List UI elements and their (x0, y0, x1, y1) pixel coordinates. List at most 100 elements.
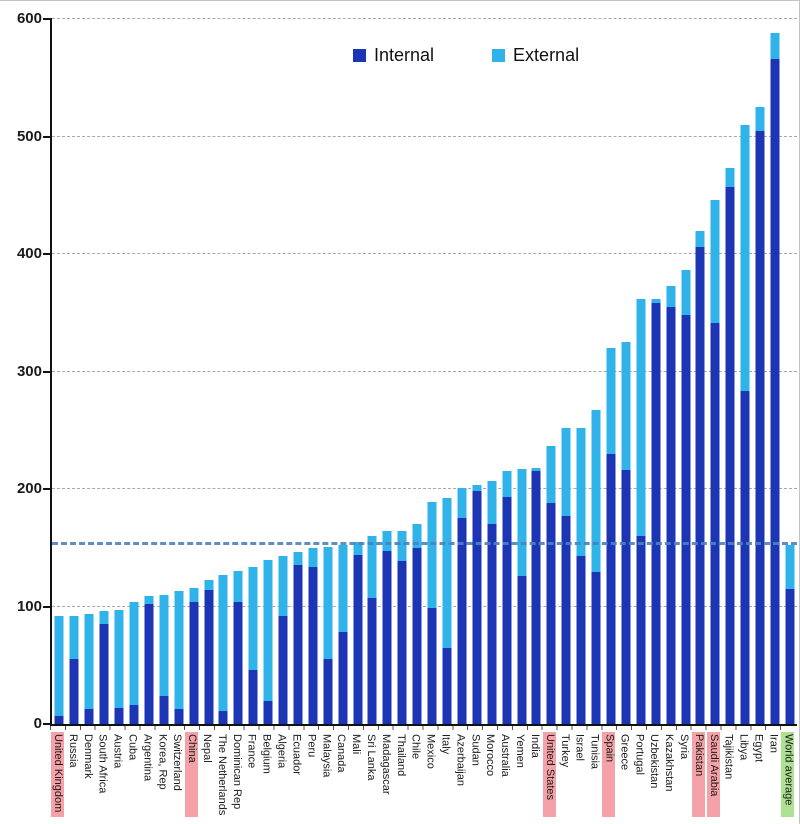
bar-syria (681, 270, 691, 724)
bar-algeria (278, 555, 288, 724)
x-label-slot: Cuba (125, 732, 140, 817)
bar-slot (782, 19, 797, 724)
bar-chile (412, 524, 422, 724)
x-label-slot: Korea, Rep (154, 732, 169, 817)
x-label-slot: Iran (766, 732, 781, 817)
external-segment (114, 610, 124, 708)
bar-slot (618, 19, 633, 724)
external-segment (174, 591, 184, 709)
external-segment (412, 524, 422, 548)
internal-segment (606, 453, 616, 724)
external-segment (323, 546, 333, 660)
bar-slot (305, 19, 320, 724)
internal-segment (740, 391, 750, 724)
x-label-slot: Madagascar (378, 732, 393, 817)
bar-slot (425, 19, 440, 724)
bar-pakistan (695, 230, 705, 724)
internal-segment (99, 624, 109, 724)
external-segment (233, 571, 243, 602)
x-label-slot: Mexico (423, 732, 438, 817)
y-axis-label-300: 300 (16, 362, 42, 380)
x-axis-label-argentina: Argentina (141, 734, 154, 782)
x-label-slot: Belgium (259, 732, 274, 817)
internal-segment (651, 303, 661, 724)
bar-slot (380, 19, 395, 724)
x-axis-label-belgium: Belgium (260, 734, 273, 774)
y-tick-300 (43, 370, 52, 373)
bar-slot (648, 19, 663, 724)
bar-slot (499, 19, 514, 724)
x-axis-label-iran: Iran (767, 734, 780, 753)
bar-saudi-arabia (710, 199, 720, 724)
bar-cuba (129, 601, 139, 724)
x-axis-label-chile: Chile (409, 734, 422, 760)
bar-turkey (561, 427, 571, 724)
x-label-slot: United States (542, 732, 557, 818)
x-axis-label-turkey: Turkey (558, 734, 571, 768)
internal-segment (204, 590, 214, 724)
bar-slot (738, 19, 753, 724)
x-axis-label-ecuador: Ecuador (290, 734, 303, 775)
gridline-400 (52, 253, 797, 254)
x-axis-label-world-average: World average (781, 732, 795, 818)
gridline-600 (52, 18, 797, 19)
x-label-slot: Egypt (751, 732, 766, 817)
bar-malaysia (323, 546, 333, 724)
x-axis-label-austria: Austria (111, 734, 124, 769)
bar-slot (291, 19, 306, 724)
bar-portugal (636, 298, 646, 724)
x-axis-label-algeria: Algeria (275, 734, 288, 769)
internal-segment (159, 695, 169, 724)
internal-segment (472, 491, 482, 724)
x-label-slot: South Africa (95, 732, 110, 817)
x-label-slot: Libya (736, 732, 751, 817)
bar-azerbaijan (457, 487, 467, 724)
x-label-slot: Tajikistan (721, 732, 736, 817)
x-label-slot: Chile (408, 732, 423, 817)
bar-slot (246, 19, 261, 724)
x-label-slot: Morocco (482, 732, 497, 817)
world-average-line (52, 542, 797, 546)
external-segment (367, 536, 377, 599)
x-label-slot: Syria (676, 732, 691, 817)
external-segment (129, 601, 139, 706)
x-axis-label-the-netherlands: The Netherlands (215, 734, 228, 816)
bar-slot (97, 19, 112, 724)
x-axis-label-malaysia: Malaysia (320, 734, 333, 778)
x-axis-label-azerbaijan: Azerbaijan (454, 734, 467, 786)
internal-segment (576, 555, 586, 724)
bar-slot (156, 19, 171, 724)
internal-segment (591, 572, 601, 724)
internal-segment (666, 306, 676, 724)
internal-segment (427, 607, 437, 724)
x-axis-label-france: France (245, 734, 258, 769)
bar-slot (410, 19, 425, 724)
plot-area (43, 18, 797, 726)
bar-morocco (487, 480, 497, 724)
external-segment (546, 445, 556, 504)
internal-segment (502, 497, 512, 724)
x-label-slot: Mali (348, 732, 363, 817)
x-label-slot: India (527, 732, 542, 817)
bar-greece (621, 342, 631, 724)
external-segment (353, 541, 363, 555)
bar-india (531, 467, 541, 724)
internal-segment (218, 711, 228, 724)
internal-segment (293, 565, 303, 724)
bar-slot (574, 19, 589, 724)
bar-slot (469, 19, 484, 724)
external-segment (293, 552, 303, 566)
x-label-slot: Switzerland (169, 732, 184, 817)
external-segment (69, 615, 79, 660)
bar-slot (171, 19, 186, 724)
external-segment (487, 480, 497, 525)
x-axis-label-sri-lanka: Sri Lanka (364, 734, 377, 781)
bar-slot (529, 19, 544, 724)
x-label-slot: Yemen (512, 732, 527, 817)
bar-slot (335, 19, 350, 724)
internal-swatch-icon (353, 49, 366, 62)
external-segment (338, 545, 348, 633)
external-segment (159, 594, 169, 696)
internal-segment (308, 566, 318, 724)
